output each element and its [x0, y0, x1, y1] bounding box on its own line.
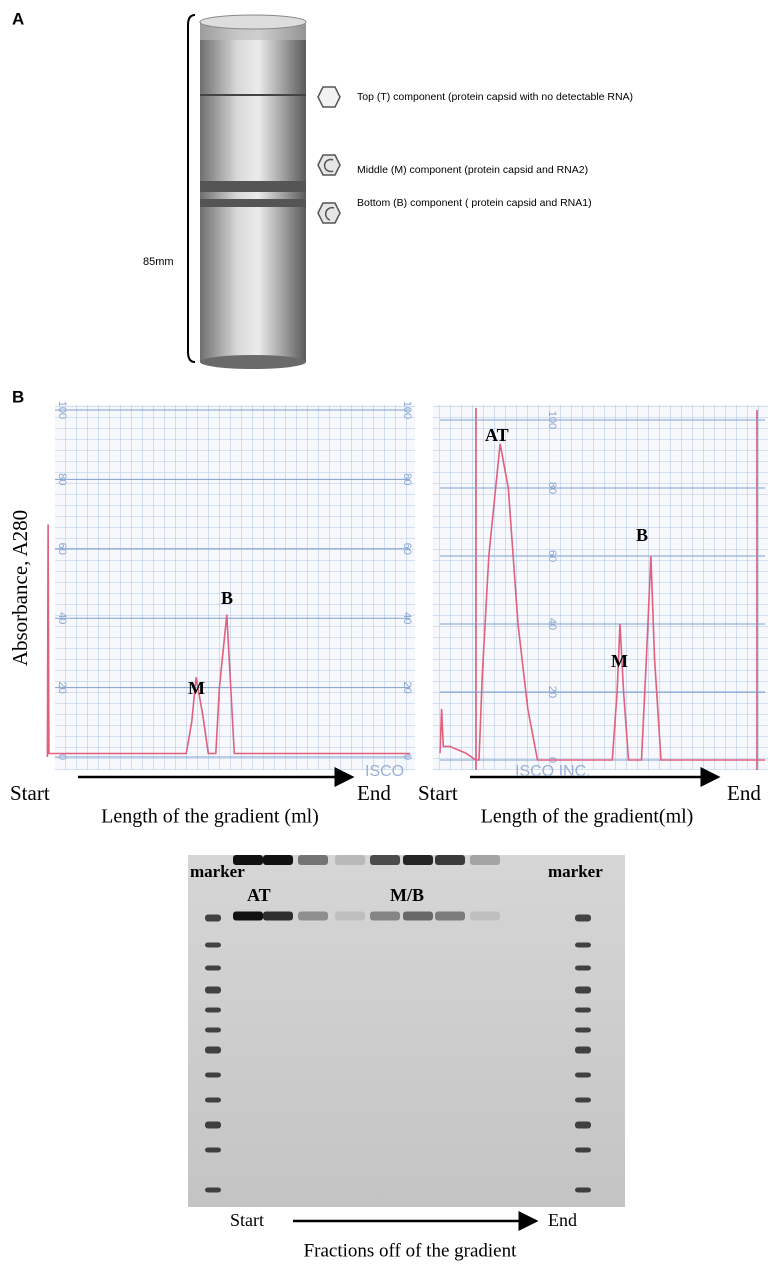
- peak-label: M: [188, 678, 205, 698]
- gel-band: [205, 1097, 221, 1103]
- tube: [199, 14, 307, 369]
- gel-band: [263, 911, 293, 921]
- x-axis-label: Length of the gradient(ml): [481, 806, 694, 828]
- gel-band: [205, 1046, 221, 1054]
- chart-paper-grid: [433, 405, 768, 770]
- y-tick-label: 100: [56, 401, 68, 419]
- gel-band: [470, 855, 500, 865]
- gel-band-label: M/B: [390, 885, 424, 905]
- chart-paper-grid: [55, 405, 415, 770]
- x-start-label: Start: [10, 781, 50, 805]
- gel-band: [205, 1187, 221, 1193]
- data-line: [46, 524, 410, 758]
- gel-band: [403, 911, 433, 921]
- y-tick-label: 60: [401, 543, 413, 555]
- gel-band: [435, 911, 465, 921]
- gel-band: [205, 986, 221, 994]
- gel-marker-label: marker: [548, 862, 603, 881]
- gel-band: [205, 1121, 221, 1129]
- gel-band: [205, 1007, 221, 1013]
- y-tick-label: 60: [56, 543, 68, 555]
- gel-band: [575, 1187, 591, 1193]
- scale-label: 85mm: [143, 256, 174, 268]
- y-tick-label: 100: [546, 411, 558, 429]
- peak-label: B: [221, 588, 233, 608]
- y-tick-label: 0: [401, 754, 413, 760]
- x-end-label: End: [357, 781, 391, 805]
- y-axis-label: Absorbance, A280: [8, 510, 32, 666]
- x-start-label: Start: [418, 781, 458, 805]
- peak-label: AT: [485, 425, 509, 445]
- gel-band: [298, 911, 328, 921]
- data-line: [439, 443, 765, 761]
- peak-label: B: [636, 525, 648, 545]
- scale-bracket: [187, 14, 196, 363]
- y-tick-label: 80: [546, 482, 558, 494]
- capsid-icons: [317, 86, 341, 224]
- gel-band: [233, 911, 263, 921]
- y-tick-label: 40: [546, 618, 558, 630]
- y-tick-label: 40: [401, 612, 413, 624]
- gel-band: [435, 855, 465, 865]
- y-tick-label: 100: [401, 401, 413, 419]
- gel-band: [575, 986, 591, 994]
- watermark: ISCO INC.: [515, 763, 591, 780]
- gel-band: [205, 942, 221, 948]
- y-tick-label: 80: [56, 473, 68, 485]
- y-tick-label: 80: [401, 473, 413, 485]
- gel-band: [575, 914, 591, 922]
- gel-band: [205, 1147, 221, 1153]
- gel-band: [370, 911, 400, 921]
- component-label: Top (T) component (protein capsid with n…: [357, 91, 633, 103]
- gel-band: [205, 1072, 221, 1078]
- component-label: Bottom (B) component ( protein capsid an…: [357, 197, 592, 209]
- y-tick-label: 40: [56, 612, 68, 624]
- gel-band: [575, 965, 591, 971]
- gel-band: [470, 911, 500, 921]
- component-label: Middle (M) component (protein capsid and…: [357, 164, 588, 176]
- gel-band: [335, 855, 365, 865]
- gel-band: [370, 855, 400, 865]
- y-tick-label: 20: [546, 686, 558, 698]
- y-tick-label: 60: [546, 550, 558, 562]
- gel-band: [263, 855, 293, 865]
- watermark: ISCO: [365, 763, 404, 780]
- gel-band: [575, 1072, 591, 1078]
- x-end-label: End: [727, 781, 761, 805]
- gel-band: [575, 1147, 591, 1153]
- gel-band: [575, 1121, 591, 1129]
- gel-band: [233, 855, 263, 865]
- gel-band: [575, 942, 591, 948]
- panel-label: A: [12, 9, 24, 28]
- x-axis-label: Length of the gradient (ml): [101, 806, 319, 828]
- peak-label: M: [611, 651, 628, 671]
- y-tick-label: 0: [56, 754, 68, 760]
- gel-caption: Fractions off of the gradient: [304, 1240, 518, 1261]
- gel-band-label: AT: [247, 885, 271, 905]
- gel-start-label: Start: [230, 1210, 264, 1230]
- gel-band: [205, 965, 221, 971]
- gel-band: [298, 855, 328, 865]
- y-tick-label: 20: [401, 681, 413, 693]
- gel-band: [575, 1046, 591, 1054]
- gel-marker-label: marker: [190, 862, 245, 881]
- gel-bands: [205, 855, 591, 1193]
- gel-band: [575, 1027, 591, 1033]
- y-tick-label: 20: [56, 681, 68, 693]
- gel-image: [188, 855, 625, 1207]
- gel-band: [335, 911, 365, 921]
- gel-band: [575, 1097, 591, 1103]
- gel-band: [575, 1007, 591, 1013]
- gel-band: [205, 914, 221, 922]
- gel-end-label: End: [548, 1210, 577, 1230]
- panel-label: B: [12, 387, 24, 406]
- gel-band: [403, 855, 433, 865]
- gel-band: [205, 1027, 221, 1033]
